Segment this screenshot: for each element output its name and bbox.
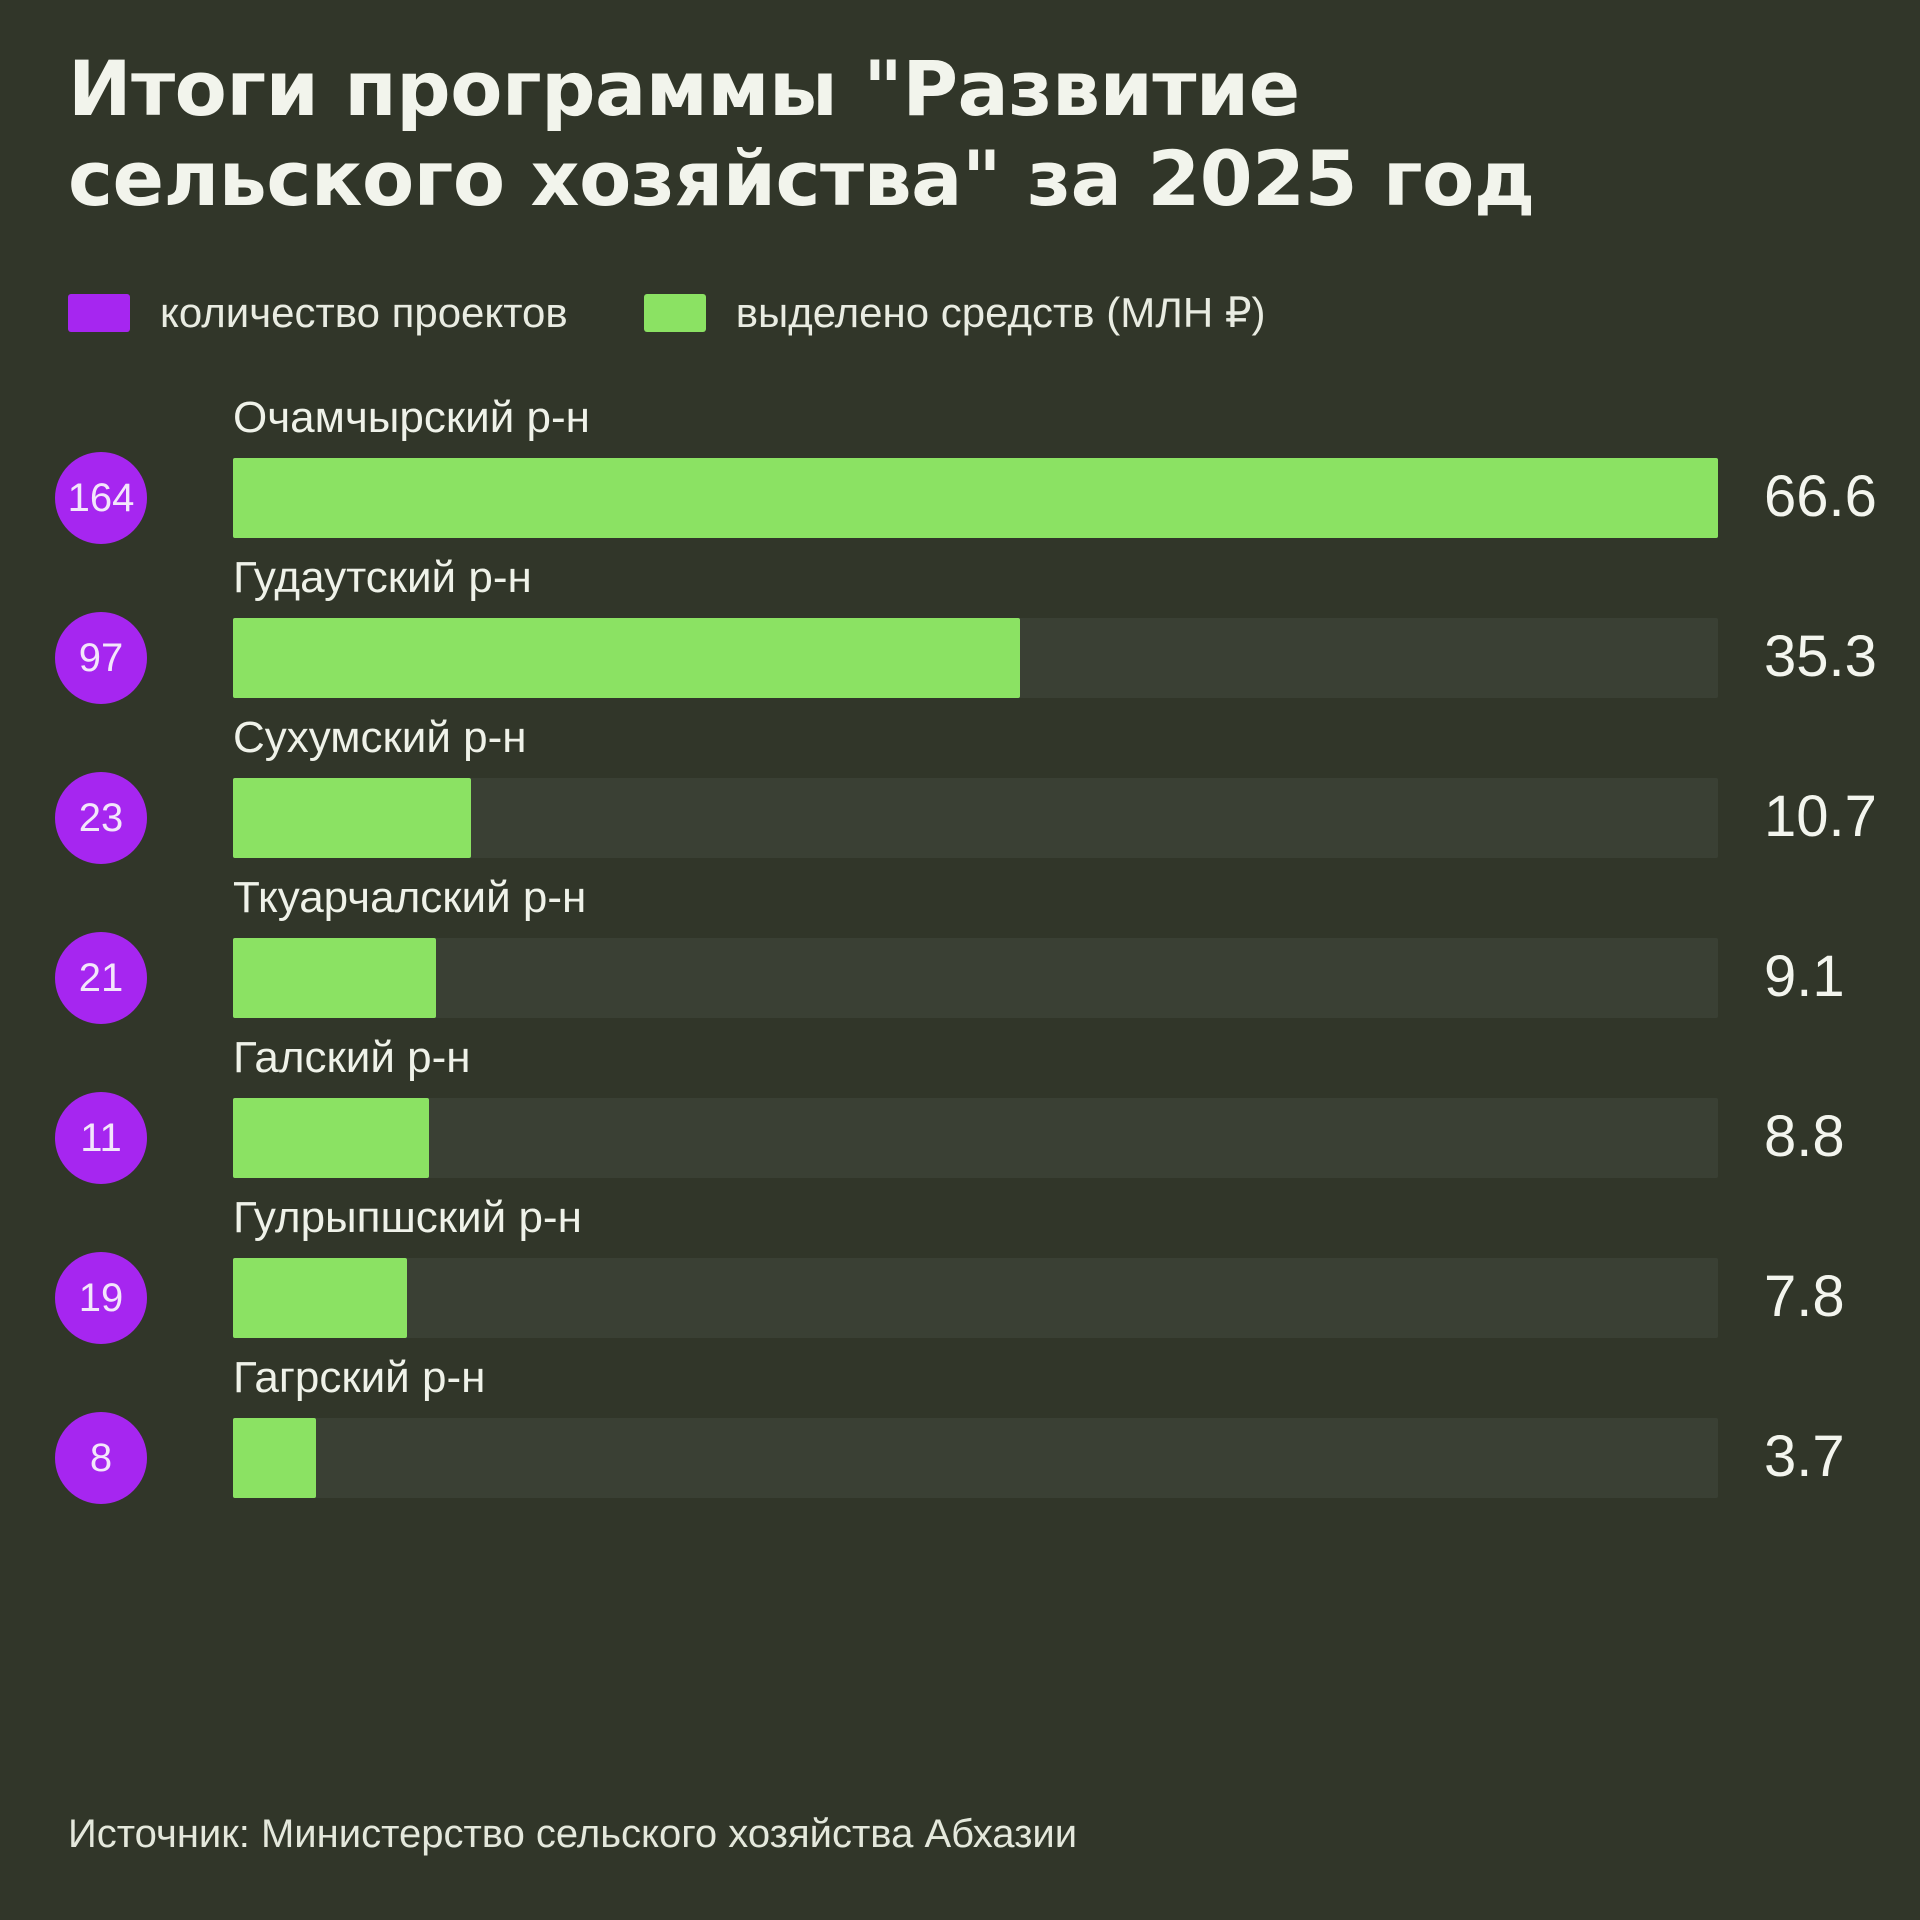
row-bar-track: [233, 458, 1718, 538]
row-region-label: Гудаутский р-н: [233, 553, 532, 602]
row-projects-bubble: 11: [55, 1092, 147, 1184]
source-note: Источник: Министерство сельского хозяйст…: [68, 1812, 1078, 1856]
row-region-label: Очамчырский р-н: [233, 393, 590, 442]
row-value-label: 10.7: [1764, 784, 1877, 849]
row-bar-track: [233, 938, 1718, 1018]
row-bar-fill: [233, 458, 1718, 538]
row-region-label: Сухумский р-н: [233, 713, 527, 762]
table-row: Очамчырский р-н 164 66.6: [0, 396, 1920, 556]
row-value-label: 7.8: [1764, 1264, 1845, 1329]
row-value-label: 8.8: [1764, 1104, 1845, 1169]
legend-swatch-projects: [68, 293, 130, 332]
chart-rows: Очамчырский р-н 164 66.6 Гудаутский р-н 97 35…: [0, 396, 1920, 1516]
table-row: Ткуарчалский р-н 21 9.1: [0, 876, 1920, 1036]
row-region-label: Галский р-н: [233, 1033, 471, 1082]
row-region-label: Гулрыпшский р-н: [233, 1193, 582, 1242]
legend-label-projects: количество проектов: [160, 288, 568, 336]
table-row: Гагрский р-н 8 3.7: [0, 1356, 1920, 1516]
row-projects-bubble: 19: [55, 1252, 147, 1344]
row-bar-track: [233, 778, 1718, 858]
table-row: Сухумский р-н 23 10.7: [0, 716, 1920, 876]
row-bar-track: [233, 618, 1718, 698]
row-projects-bubble: 21: [55, 932, 147, 1024]
row-bar-fill: [233, 1418, 316, 1498]
row-bar-fill: [233, 618, 1021, 698]
legend-item-funds: выделено средств (МЛН ₽): [643, 288, 1266, 337]
row-bar-track: [233, 1418, 1718, 1498]
row-value-label: 66.6: [1764, 464, 1877, 529]
row-bar-fill: [233, 778, 472, 858]
row-projects-bubble: 8: [55, 1412, 147, 1504]
table-row: Гулрыпшский р-н 19 7.8: [0, 1196, 1920, 1356]
row-value-label: 35.3: [1764, 624, 1877, 689]
row-bar-fill: [233, 1098, 430, 1178]
table-row: Гудаутский р-н 97 35.3: [0, 556, 1920, 716]
row-value-label: 9.1: [1764, 944, 1845, 1009]
row-projects-bubble: 23: [55, 772, 147, 864]
row-bar-fill: [233, 938, 436, 1018]
row-region-label: Гагрский р-н: [233, 1353, 486, 1402]
row-region-label: Ткуарчалский р-н: [233, 873, 587, 922]
legend-swatch-funds: [643, 293, 706, 332]
table-row: Галский р-н 11 8.8: [0, 1036, 1920, 1196]
row-bar-track: [233, 1258, 1718, 1338]
row-projects-bubble: 97: [55, 612, 147, 704]
legend-label-funds: выделено средств (МЛН ₽): [735, 289, 1266, 336]
row-bar-track: [233, 1098, 1718, 1178]
legend-item-projects: количество проектов: [68, 289, 568, 337]
chart-legend: количество проектов выделено средств (МЛ…: [68, 288, 1266, 337]
row-projects-bubble: 164: [55, 452, 147, 544]
page-title: Итоги программы "Развитие сельского хозя…: [68, 44, 1535, 223]
row-value-label: 3.7: [1764, 1424, 1845, 1489]
row-bar-fill: [233, 1258, 407, 1338]
